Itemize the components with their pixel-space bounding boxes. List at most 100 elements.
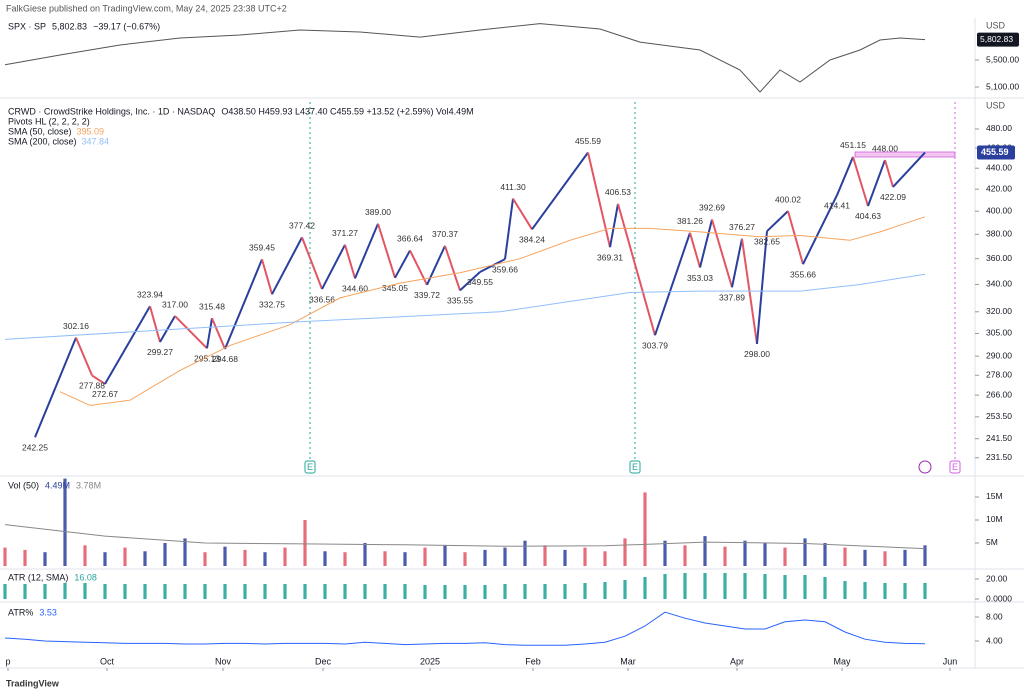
- y-tick-label: 5M: [986, 537, 998, 547]
- legend-text: 3.53: [39, 607, 57, 617]
- range-box: [854, 151, 956, 158]
- price-segment: [504, 198, 514, 260]
- y-tick-label: 253.50: [986, 411, 1012, 421]
- x-tick-label: Apr: [730, 656, 744, 666]
- legend-text: 4.49M: [45, 480, 70, 490]
- series-line: [4, 23, 926, 93]
- dividend-icon: [918, 460, 932, 474]
- pivot-label: 392.69: [699, 203, 725, 213]
- price-segment: [802, 194, 838, 265]
- price-segment: [75, 337, 93, 376]
- bar: [303, 584, 307, 599]
- pivot-label: 345.05: [382, 283, 408, 293]
- bar: [823, 577, 827, 599]
- pivot-label: 323.94: [137, 290, 163, 300]
- bar: [23, 584, 27, 599]
- bar: [843, 581, 847, 599]
- price-segment: [224, 258, 263, 350]
- x-tick-label: Oct: [100, 656, 115, 666]
- last-value-tag: [977, 32, 1019, 47]
- bar: [163, 542, 167, 566]
- price-segment: [444, 245, 461, 291]
- bar: [763, 542, 767, 566]
- y-tick-label: 380.00: [986, 229, 1012, 239]
- currency-label: USD: [986, 100, 1006, 110]
- pivot-label: 369.31: [597, 252, 623, 262]
- legend-indicator: SMA (50, close): [8, 126, 72, 136]
- price-segment: [354, 223, 379, 279]
- last-value-label: 5,802.83: [980, 34, 1013, 44]
- bar: [363, 542, 367, 566]
- pivot-label: 242.25: [22, 443, 48, 453]
- y-tick-label: 440.00: [986, 162, 1012, 172]
- price-segment: [394, 249, 411, 279]
- price-segment: [867, 159, 886, 207]
- pivot-label: 414.41: [824, 200, 850, 210]
- price-segment: [756, 231, 768, 344]
- bar: [803, 575, 807, 599]
- bar: [523, 584, 527, 599]
- bar: [63, 583, 67, 599]
- bar: [243, 549, 247, 566]
- bar: [343, 552, 347, 566]
- bar: [503, 547, 507, 566]
- y-tick-label: 360.00: [986, 253, 1012, 263]
- price-segment: [617, 203, 656, 336]
- bar: [863, 582, 867, 599]
- pivot-label: 294.68: [212, 354, 238, 364]
- pivot-label: 366.64: [397, 234, 423, 244]
- price-segment: [787, 210, 804, 265]
- bar: [643, 577, 647, 599]
- pivot-label: 422.09: [880, 192, 906, 202]
- bar: [323, 584, 327, 599]
- bar: [803, 538, 807, 566]
- bar: [443, 585, 447, 599]
- bar: [423, 547, 427, 566]
- price-segment: [206, 318, 213, 349]
- bar: [263, 584, 267, 599]
- bar: [383, 551, 387, 566]
- price-segment: [892, 151, 926, 188]
- pivot-label: 400.02: [775, 194, 801, 204]
- pivot-label: 295.13: [194, 354, 220, 364]
- bar: [703, 573, 707, 599]
- price-segment: [884, 159, 894, 188]
- bar: [543, 545, 547, 566]
- bar: [163, 584, 167, 599]
- pivot-label: 335.55: [447, 296, 473, 306]
- bar: [323, 551, 327, 566]
- bar: [863, 549, 867, 566]
- bar: [103, 584, 107, 599]
- bar: [383, 584, 387, 599]
- bar: [343, 584, 347, 599]
- pivot-label: 349.55: [467, 277, 493, 287]
- y-tick-label: 10M: [986, 514, 1003, 524]
- price-segment: [587, 152, 611, 248]
- bar: [123, 584, 127, 599]
- bar: [3, 547, 7, 566]
- bar: [63, 478, 67, 566]
- y-tick-label: 340.00: [986, 279, 1012, 289]
- price-segment: [609, 203, 619, 248]
- y-tick-label: 241.50: [986, 433, 1012, 443]
- bar: [483, 549, 487, 566]
- price-segment: [766, 210, 789, 232]
- pivot-label: 448.00: [872, 143, 898, 153]
- bar: [683, 545, 687, 566]
- price-segment: [699, 219, 713, 268]
- bar: [623, 580, 627, 599]
- legend-text: −39.17 (−0.67%): [93, 21, 160, 31]
- bar: [883, 551, 887, 566]
- bar: [263, 552, 267, 566]
- bar: [823, 542, 827, 566]
- price-segment: [512, 198, 533, 230]
- bar: [923, 582, 927, 599]
- x-tick-label: p: [5, 656, 10, 666]
- legend-text: CRWD · CrowdStrike Holdings, Inc. · 1D ·…: [8, 106, 215, 116]
- y-tick-label: 266.00: [986, 389, 1012, 399]
- pivot-label: 339.72: [414, 290, 440, 300]
- legend-indicator-value: 347.84: [82, 136, 110, 146]
- legend-indicator-value: 395.09: [77, 126, 105, 136]
- bar: [923, 545, 927, 566]
- x-tick-label: Jun: [943, 656, 958, 666]
